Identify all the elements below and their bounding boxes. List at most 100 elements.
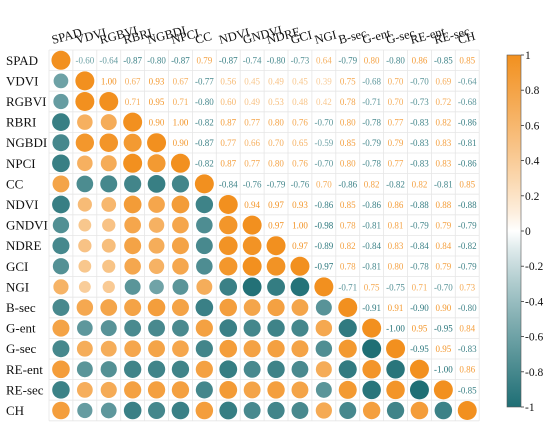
correlation-circle [100, 320, 117, 337]
correlation-value-label: 1.00 [101, 76, 117, 86]
correlation-circle [123, 360, 142, 378]
correlation-value-label: -0.83 [410, 159, 429, 169]
correlation-value-label: 0.79 [435, 221, 451, 231]
correlation-value-label: 0.66 [244, 138, 260, 148]
correlation-circle [123, 133, 142, 152]
correlation-circle [362, 318, 382, 338]
colorbar-tick-label: 0.2 [525, 191, 540, 203]
correlation-circle [100, 299, 118, 316]
row-label: SPAD [6, 53, 38, 68]
correlation-value-label: -0.73 [291, 56, 310, 66]
correlation-value-label: -0.81 [458, 138, 477, 148]
correlation-value-label: 0.67 [173, 76, 189, 86]
correlation-circle [99, 92, 119, 111]
correlation-circle [101, 238, 116, 253]
correlation-value-label: -0.68 [458, 97, 477, 107]
correlation-value-label: 0.73 [459, 282, 475, 292]
correlation-circle [76, 299, 94, 316]
correlation-circle [52, 319, 70, 337]
correlation-circle [75, 92, 95, 111]
correlation-circle [243, 299, 261, 316]
correlation-circle [76, 361, 93, 378]
correlation-value-label: -0.85 [434, 56, 453, 66]
correlation-value-label: -1.00 [386, 324, 405, 334]
correlation-value-label: 0.90 [435, 303, 451, 313]
correlation-circle [100, 381, 117, 398]
correlation-value-label: 0.95 [412, 324, 428, 334]
correlation-circle [123, 112, 143, 132]
correlation-value-label: 0.75 [364, 282, 380, 292]
correlation-circle [124, 237, 142, 255]
correlation-circle [78, 218, 92, 232]
correlation-circle [267, 319, 285, 337]
row-label: CC [6, 176, 23, 191]
correlation-circle [218, 236, 238, 256]
correlation-value-label: 0.72 [435, 97, 451, 107]
correlation-circle [195, 298, 214, 317]
correlation-value-label: -0.80 [147, 56, 166, 66]
correlation-circle [314, 277, 334, 297]
correlation-circle [147, 175, 166, 193]
correlation-circle [78, 239, 92, 253]
correlation-circle [124, 381, 142, 399]
correlation-circle [267, 298, 285, 317]
correlation-circle [267, 360, 285, 379]
correlation-value-label: -0.73 [410, 97, 429, 107]
correlation-value-label: -0.85 [458, 385, 477, 395]
correlation-circle [242, 215, 262, 235]
correlation-value-label: 0.76 [292, 118, 308, 128]
correlation-value-label: -0.91 [362, 303, 381, 313]
correlation-value-label: 0.90 [149, 118, 165, 128]
correlation-circle [172, 258, 189, 275]
correlation-value-label: 0.90 [173, 138, 189, 148]
correlation-value-label: 0.82 [412, 179, 428, 189]
correlation-circle [315, 319, 333, 337]
correlation-value-label: 0.87 [220, 159, 236, 169]
correlation-circle [218, 195, 238, 214]
correlation-value-label: -0.79 [338, 56, 357, 66]
correlation-value-label: 0.76 [292, 159, 308, 169]
correlation-value-label: 1.00 [173, 118, 189, 128]
correlation-circle [243, 360, 261, 378]
correlation-value-label: 0.39 [316, 76, 332, 86]
correlation-value-label: 0.75 [340, 76, 356, 86]
correlation-value-label: 0.70 [268, 138, 284, 148]
correlation-value-label: -0.95 [410, 344, 429, 354]
correlation-circle [171, 237, 189, 255]
correlation-circle [291, 340, 309, 358]
correlation-circle [291, 381, 309, 399]
row-label: NGBDI [6, 135, 47, 150]
correlation-circle [171, 195, 190, 214]
correlation-value-label: 0.83 [435, 138, 451, 148]
correlation-circle [409, 380, 429, 400]
correlation-value-label: -0.98 [314, 221, 333, 231]
correlation-circle [267, 277, 286, 296]
correlation-circle [170, 153, 190, 173]
correlation-circle [315, 299, 332, 316]
correlation-value-label: -0.71 [338, 282, 357, 292]
correlation-circle [338, 360, 357, 379]
correlation-value-label: 0.95 [435, 344, 451, 354]
correlation-circle [52, 113, 70, 131]
colorbar-tick-label: 1 [525, 50, 531, 62]
correlation-circle [52, 258, 70, 275]
correlation-value-label: -0.79 [267, 179, 286, 189]
correlation-circle [75, 71, 95, 91]
correlation-circle [172, 340, 189, 358]
correlation-circle [194, 174, 214, 194]
correlation-value-label: 0.60 [220, 97, 236, 107]
correlation-circle [386, 380, 405, 400]
row-label: B-sec [6, 300, 36, 315]
correlation-value-label: -0.80 [386, 56, 405, 66]
correlation-value-label: 0.67 [125, 76, 141, 86]
correlation-circle [76, 340, 93, 357]
correlation-value-label: 0.53 [268, 97, 284, 107]
correlation-value-label: 0.83 [388, 241, 404, 251]
correlation-circle [147, 133, 167, 153]
row-label: RE-sec [6, 382, 44, 397]
correlation-value-label: -0.60 [75, 56, 94, 66]
correlation-circle [124, 175, 142, 193]
correlation-value-label: -0.95 [434, 324, 453, 334]
correlation-value-label: -0.86 [314, 200, 333, 210]
correlation-circle [338, 380, 357, 399]
